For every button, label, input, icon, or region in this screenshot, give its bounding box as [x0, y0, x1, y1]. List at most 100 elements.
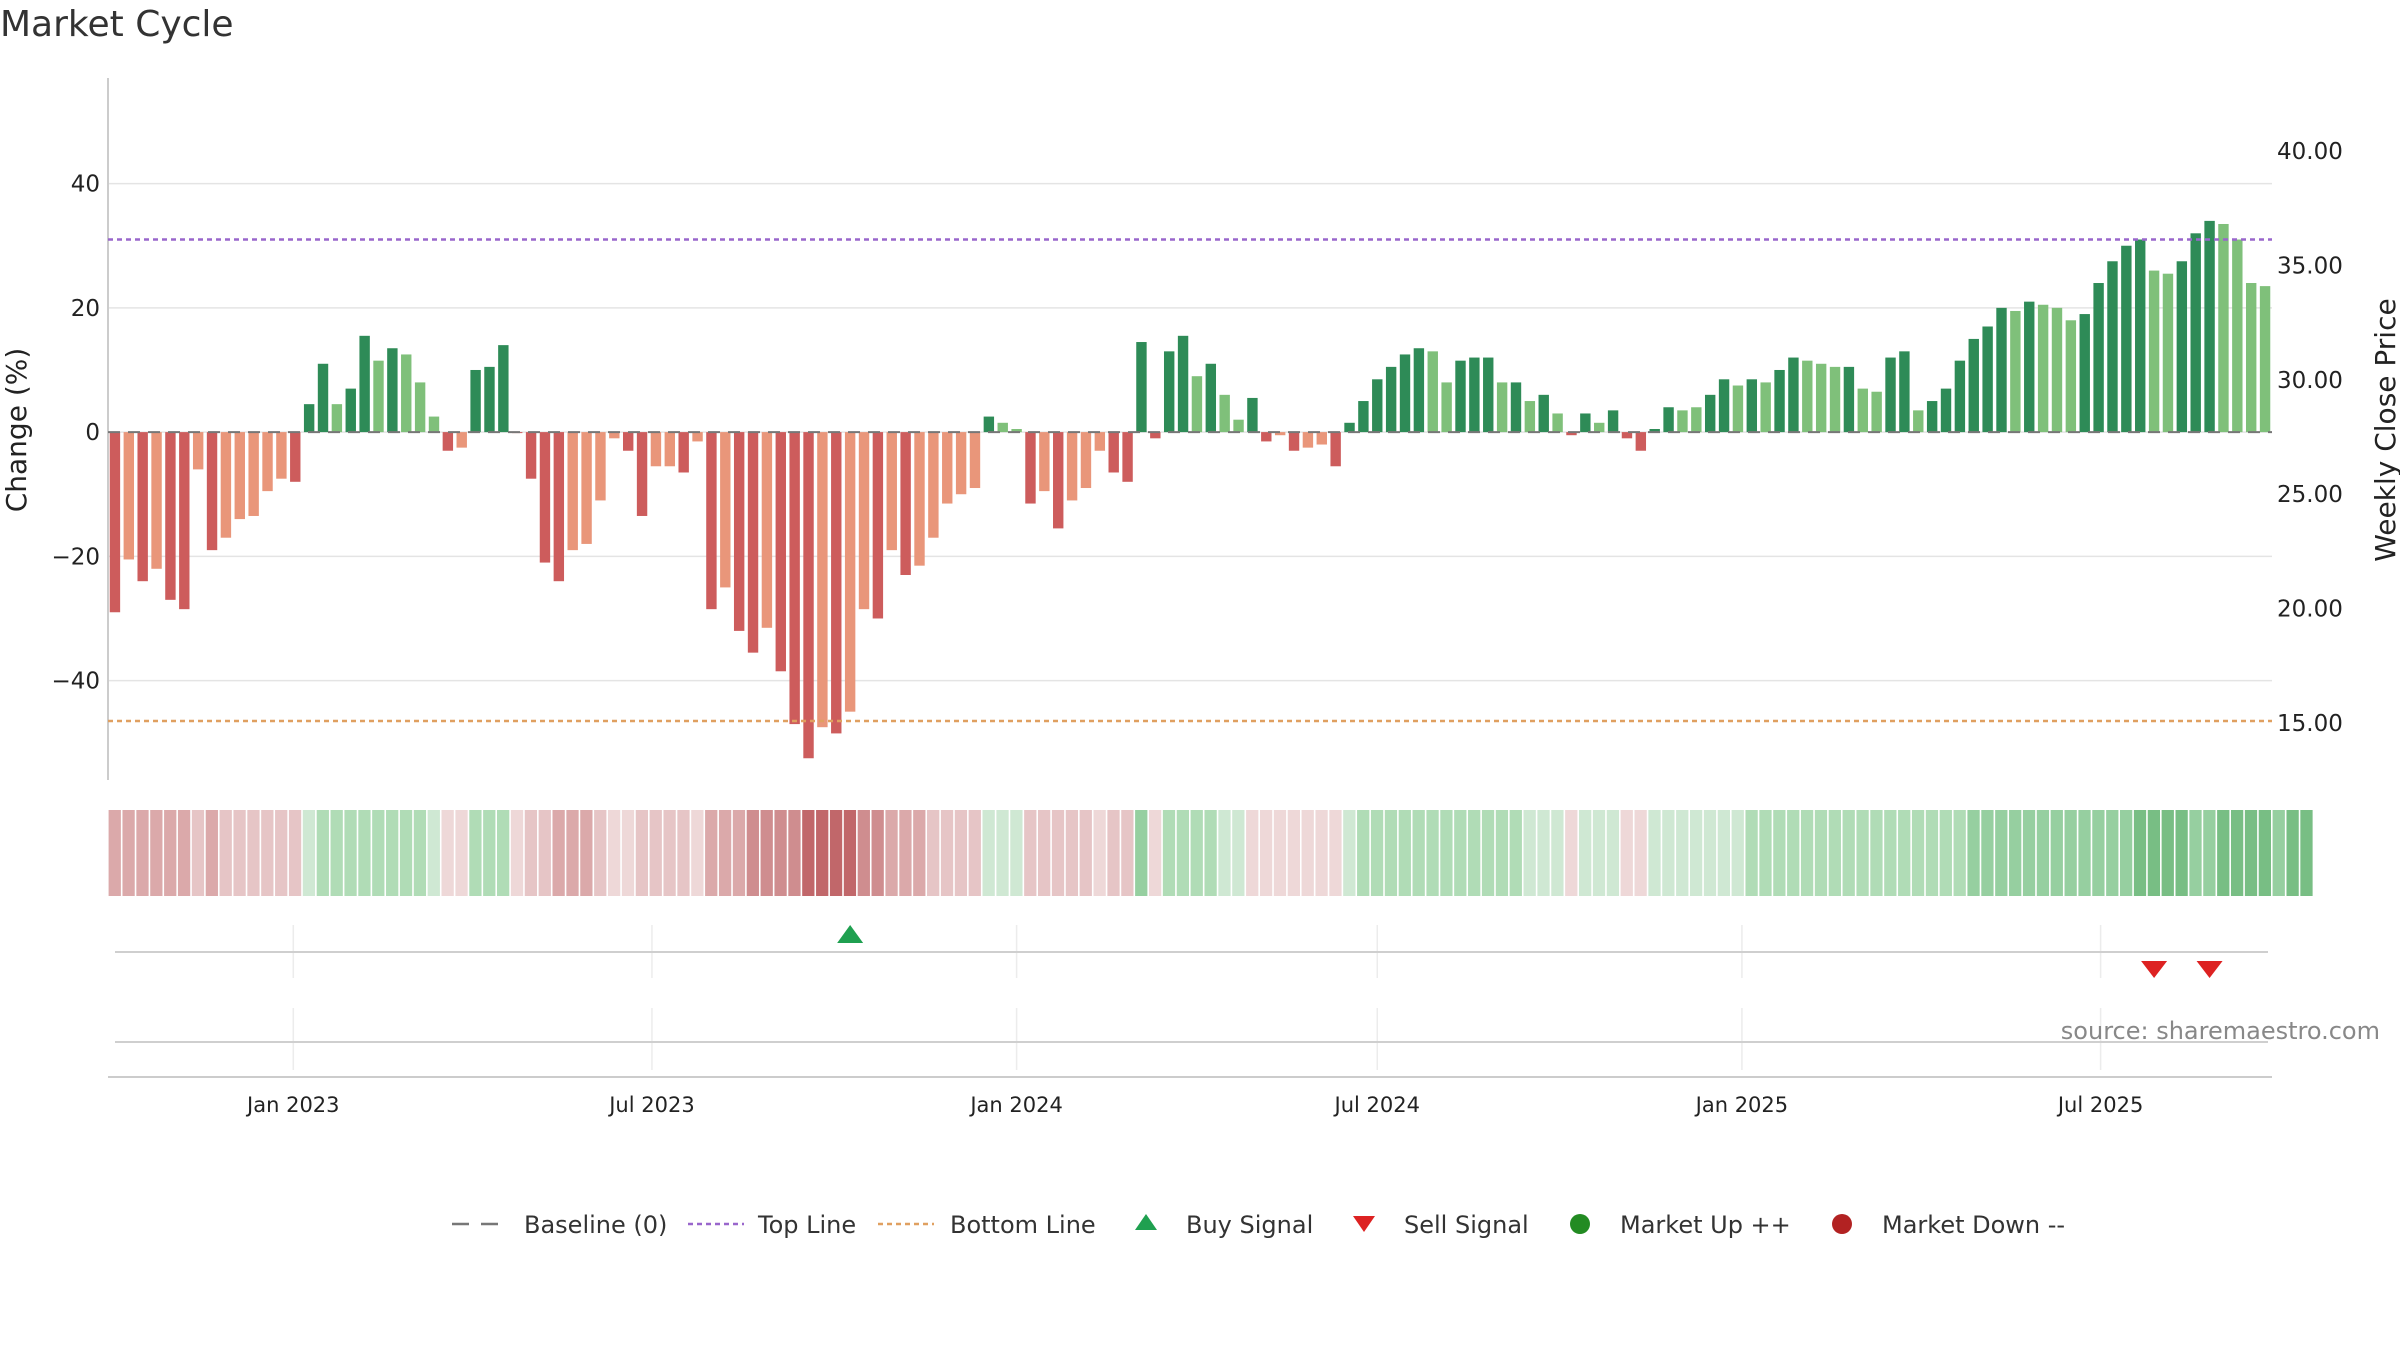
bar	[1385, 366, 1397, 433]
y-tick-left: 40	[71, 172, 100, 198]
legend-label-sell: Sell Signal	[1404, 1211, 1529, 1239]
heat-cell	[261, 810, 274, 896]
bar	[151, 432, 162, 569]
bar	[1996, 307, 2007, 433]
bar	[2024, 301, 2035, 433]
heat-cell	[427, 810, 440, 896]
bar	[1552, 413, 1563, 433]
heat-cell	[191, 810, 205, 896]
heat-cell	[1107, 810, 1120, 896]
heat-cell	[2161, 810, 2174, 896]
heat-cell	[1204, 810, 1217, 896]
heat-cell	[399, 810, 413, 896]
bar	[220, 432, 232, 538]
bar	[747, 432, 759, 653]
heat-cell	[1648, 810, 1661, 896]
heat-cell	[1079, 810, 1092, 896]
legend-label-up: Market Up ++	[1620, 1211, 1791, 1239]
bar	[1580, 413, 1591, 433]
heat-cell	[927, 810, 940, 896]
bar	[844, 432, 856, 712]
x-tick-label: Jan 2025	[1694, 1093, 1789, 1117]
bar	[1871, 391, 1882, 433]
heat-cell	[899, 810, 912, 896]
heat-cell	[1953, 810, 1966, 896]
heat-cell	[1870, 810, 1883, 896]
heat-cell	[649, 810, 662, 896]
heat-cell	[940, 810, 954, 896]
bar	[1788, 357, 1799, 433]
bar	[872, 432, 884, 619]
legend-up-swatch	[1570, 1214, 1590, 1234]
heat-cell	[982, 810, 995, 896]
y-tick-left: 20	[71, 296, 100, 322]
bar	[470, 369, 481, 433]
bar	[2010, 310, 2021, 433]
y-axis-title-left: Change (%)	[0, 348, 33, 513]
bar	[1427, 351, 1438, 433]
heat-cell	[510, 810, 524, 896]
heat-cell	[871, 810, 884, 896]
bar	[1760, 382, 1771, 433]
bar	[1205, 363, 1217, 433]
bar	[1926, 401, 1938, 433]
heat-cell	[1662, 810, 1675, 896]
heat-cell	[1135, 810, 1148, 896]
bar	[1704, 394, 1716, 433]
heat-cell	[2217, 810, 2230, 896]
bar	[692, 432, 703, 442]
heat-cell	[1731, 810, 1744, 896]
heat-cell	[1010, 810, 1023, 896]
heat-cell	[621, 810, 635, 896]
heat-cell	[829, 810, 843, 896]
heat-cell	[164, 810, 177, 896]
bar	[706, 432, 717, 610]
heat-cell	[1051, 810, 1065, 896]
heat-cell	[594, 810, 607, 896]
heat-cell	[1523, 810, 1536, 896]
heat-cell	[2258, 810, 2271, 896]
bar	[2190, 233, 2201, 433]
heat-cell	[386, 810, 399, 896]
bar	[1746, 379, 1758, 433]
bar	[206, 432, 218, 551]
heat-cell	[1038, 810, 1051, 896]
bar	[2135, 239, 2146, 433]
heat-cell	[968, 810, 981, 896]
bar	[387, 348, 398, 433]
bar	[1150, 432, 1161, 439]
heat-cell	[1634, 810, 1647, 896]
bar	[525, 432, 537, 479]
heat-cell	[1995, 810, 2008, 896]
heat-cell	[1398, 810, 1411, 896]
bar	[2121, 245, 2132, 433]
bar	[331, 404, 343, 433]
heat-cell	[136, 810, 149, 896]
bar	[1899, 351, 1910, 433]
bar	[1940, 388, 1952, 433]
heat-cell	[885, 810, 898, 896]
bar	[1219, 394, 1230, 433]
bar	[1857, 388, 1868, 433]
bar	[1399, 354, 1411, 433]
bar	[775, 432, 786, 672]
bar	[1136, 342, 1147, 433]
bar	[165, 432, 176, 600]
bar	[1413, 348, 1425, 433]
heat-cell	[1065, 810, 1079, 896]
y-tick-left: 0	[85, 420, 100, 446]
heat-cell	[1509, 810, 1522, 896]
bar	[1080, 432, 1092, 489]
bar	[2065, 320, 2077, 433]
heat-cell	[566, 810, 579, 896]
bar	[2232, 239, 2243, 433]
bar	[900, 432, 911, 575]
bar	[248, 432, 259, 516]
heat-cell	[1481, 810, 1495, 896]
heat-cell	[1565, 810, 1578, 896]
bar	[179, 432, 190, 610]
x-tick-label: Jan 2024	[968, 1093, 1063, 1117]
heat-cell	[1440, 810, 1453, 896]
bar	[1802, 360, 1813, 433]
heat-cell	[1703, 810, 1717, 896]
